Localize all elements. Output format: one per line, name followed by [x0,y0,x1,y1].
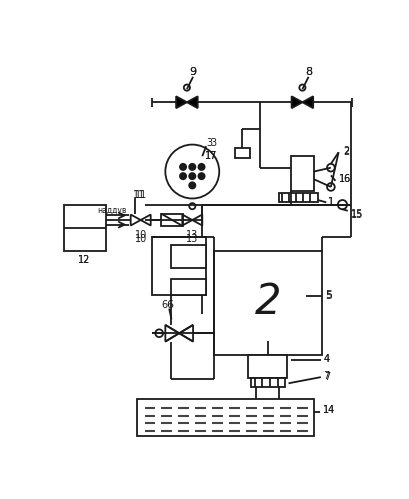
Bar [235,148,250,158]
Text: 8: 8 [305,67,312,77]
Text: 16: 16 [339,174,352,184]
Circle shape [327,164,335,172]
Bar [171,245,206,268]
Circle shape [189,173,196,179]
Text: 12: 12 [78,255,91,265]
Text: 4: 4 [323,354,329,364]
Text: 1: 1 [328,197,334,207]
Text: 6: 6 [166,300,173,310]
Text: 8: 8 [305,67,312,77]
Polygon shape [187,96,198,108]
Bar [171,279,206,295]
Text: 17: 17 [205,151,218,161]
Bar [229,264,306,341]
Text: 11: 11 [135,191,148,201]
Circle shape [180,164,186,170]
Text: 9: 9 [189,67,197,77]
Text: 4: 4 [324,354,330,364]
Bar [214,251,321,355]
Circle shape [189,203,196,209]
Polygon shape [192,215,202,226]
Text: 16: 16 [339,174,351,184]
Text: 14: 14 [323,405,335,415]
Text: 14: 14 [323,405,335,415]
Text: 17: 17 [205,151,218,161]
Polygon shape [131,215,141,226]
Circle shape [299,84,306,91]
Text: 2: 2 [254,281,281,323]
Text: 10: 10 [135,231,147,241]
Text: 5: 5 [326,290,333,300]
Bar [279,193,318,202]
Text: 10: 10 [135,234,147,244]
Circle shape [165,145,219,199]
Polygon shape [292,96,302,108]
Polygon shape [165,325,179,341]
Text: 1: 1 [328,197,334,207]
Circle shape [189,164,196,170]
Text: 6: 6 [162,300,168,310]
Circle shape [184,84,190,91]
Circle shape [180,173,186,179]
Circle shape [198,173,204,179]
Bar [137,399,314,436]
Circle shape [155,329,163,337]
Text: 3: 3 [206,138,212,148]
Text: 2: 2 [343,146,349,156]
Polygon shape [176,96,187,108]
Text: 15: 15 [351,211,363,221]
Circle shape [327,183,335,191]
Polygon shape [179,325,193,341]
Polygon shape [182,215,192,226]
Circle shape [338,200,347,209]
Text: 11: 11 [133,190,145,200]
Bar [251,378,285,387]
Text: 5: 5 [326,291,333,301]
Text: наддув: наддув [97,206,127,215]
Text: 12: 12 [78,255,91,265]
Polygon shape [141,215,151,226]
Bar [64,205,106,251]
Circle shape [198,164,204,170]
Text: 13: 13 [186,234,198,244]
Bar [162,214,183,226]
Circle shape [189,182,196,189]
Text: 15: 15 [351,209,363,219]
Text: 2: 2 [343,147,349,157]
Text: 9: 9 [189,67,197,77]
Text: 7: 7 [323,371,329,381]
Polygon shape [302,96,313,108]
Bar [152,237,206,295]
Text: 13: 13 [186,231,198,241]
Bar [249,355,287,378]
Bar [291,156,314,191]
Text: 7: 7 [324,372,330,382]
Text: 3: 3 [210,138,216,148]
